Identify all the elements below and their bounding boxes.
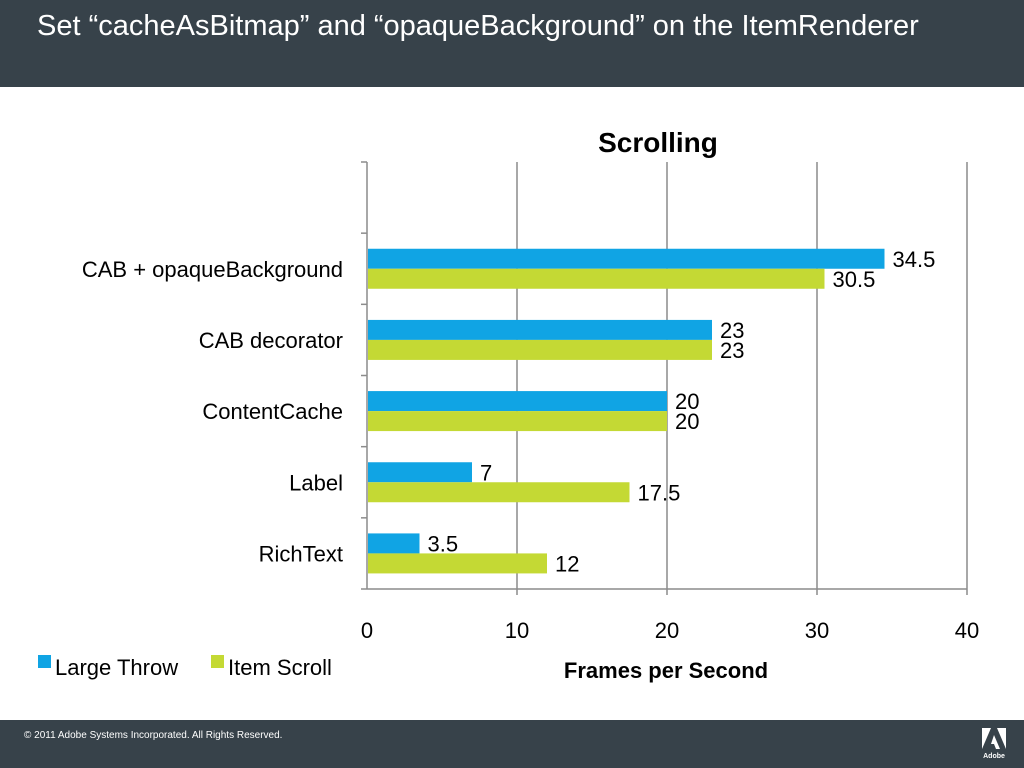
- data-label: 3.5: [428, 531, 459, 556]
- axes: [361, 161, 967, 590]
- data-label: 20: [675, 409, 699, 434]
- data-label: 17.5: [638, 480, 681, 505]
- copyright-text: © 2011 Adobe Systems Incorporated. All R…: [24, 730, 283, 741]
- bars: [368, 248, 885, 574]
- logo-text: Adobe: [983, 753, 1005, 760]
- x-tick-label: 10: [505, 618, 529, 643]
- data-label: 20: [675, 389, 699, 414]
- data-label: 30.5: [833, 267, 876, 292]
- header-bar: Set “cacheAsBitmap” and “opaqueBackgroun…: [0, 0, 1024, 87]
- x-tick-label: 40: [955, 618, 979, 643]
- category-label: Label: [289, 470, 343, 495]
- footer-bar: © 2011 Adobe Systems Incorporated. All R…: [0, 720, 1024, 768]
- x-tick-label: 0: [361, 618, 373, 643]
- data-label: 12: [555, 551, 579, 576]
- legend-label: Item Scroll: [228, 655, 332, 680]
- legend-swatch: [38, 655, 51, 668]
- bar-large-throw: [368, 319, 712, 340]
- x-axis-label: Frames per Second: [564, 658, 768, 683]
- bar-item-scroll: [368, 553, 547, 574]
- x-tick-label: 30: [805, 618, 829, 643]
- bar-large-throw: [368, 462, 472, 483]
- bar-item-scroll: [368, 411, 667, 432]
- category-label: CAB + opaqueBackground: [82, 257, 343, 282]
- bar-chart: 0 10 20 30 40 CAB + opaqueBackground 34.5 30.5 C…: [38, 127, 979, 683]
- data-label: 23: [720, 338, 744, 363]
- bar-item-scroll: [368, 482, 630, 503]
- category-label: ContentCache: [202, 399, 343, 424]
- category-label: CAB decorator: [199, 328, 343, 353]
- data-label: 23: [720, 318, 744, 343]
- legend-swatch: [211, 655, 224, 668]
- data-label: 7: [480, 460, 492, 485]
- bar-item-scroll: [368, 268, 825, 289]
- labels: 0 10 20 30 40 CAB + opaqueBackground 34.5 30.5 C…: [82, 247, 979, 643]
- adobe-logo-icon: Adobe: [982, 728, 1006, 760]
- legend-label: Large Throw: [55, 655, 178, 680]
- x-tick-label: 20: [655, 618, 679, 643]
- bar-item-scroll: [368, 339, 712, 360]
- grid-lines: [516, 162, 968, 595]
- bar-large-throw: [368, 391, 667, 412]
- category-label: RichText: [259, 541, 343, 566]
- legend: Large Throw Item Scroll: [38, 655, 332, 680]
- data-label: 34.5: [893, 247, 936, 272]
- bar-large-throw: [368, 533, 420, 554]
- chart-title: Scrolling: [598, 127, 718, 158]
- bar-large-throw: [368, 248, 885, 269]
- slide-title: Set “cacheAsBitmap” and “opaqueBackgroun…: [37, 10, 919, 42]
